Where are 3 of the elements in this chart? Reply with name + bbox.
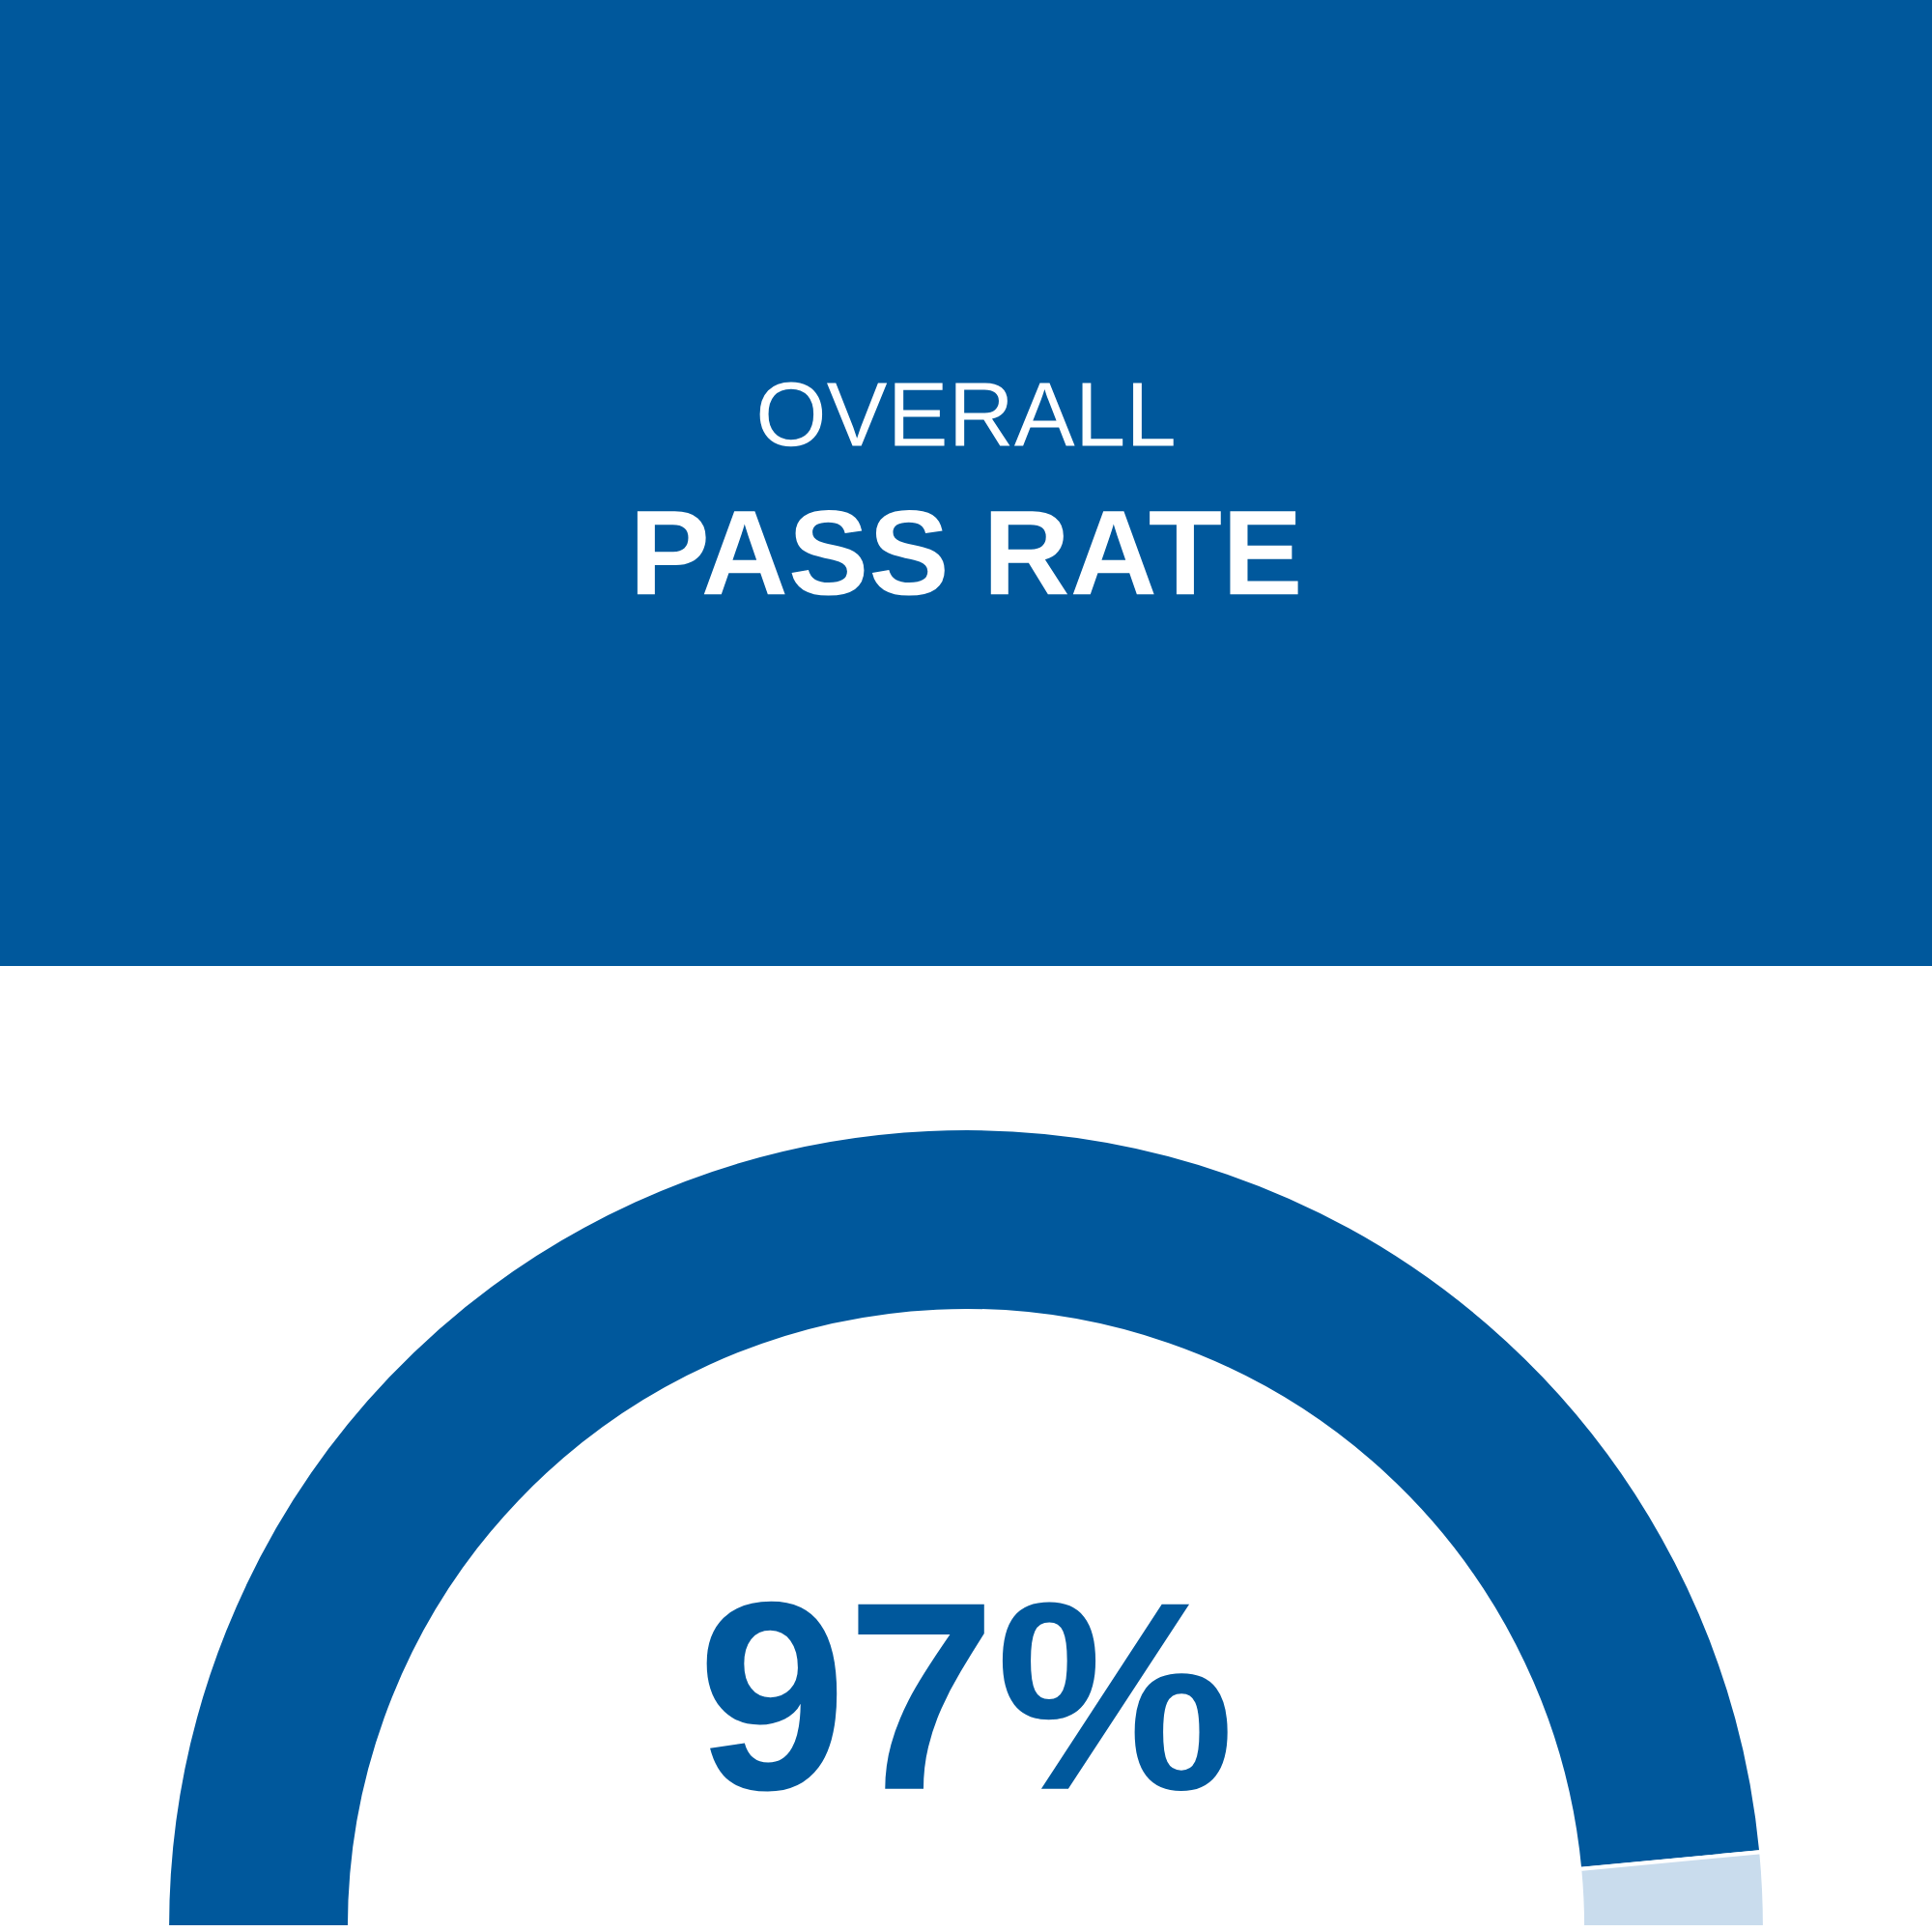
- data-label: 97%: [706, 1601, 1228, 1792]
- chart-subtitle: PASS RATE: [637, 510, 1298, 596]
- chart-title: OVERALL: [759, 382, 1174, 447]
